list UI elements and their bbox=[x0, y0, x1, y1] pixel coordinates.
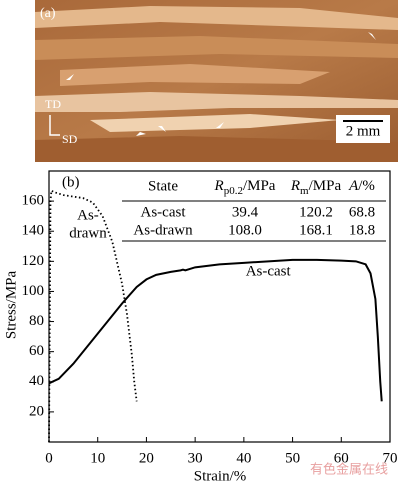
td-label: TD bbox=[45, 97, 61, 111]
x-tick-label: 70 bbox=[383, 450, 398, 466]
table-header-part: /MPa bbox=[309, 178, 342, 194]
grain bbox=[35, 36, 398, 60]
grain bbox=[60, 64, 330, 86]
annotation: drawn bbox=[69, 226, 107, 242]
y-tick-label: 140 bbox=[22, 223, 45, 239]
annotation: As-cast bbox=[246, 263, 292, 279]
table-header-part: R bbox=[214, 178, 224, 194]
axis-arrow bbox=[49, 115, 60, 136]
grain bbox=[90, 114, 340, 132]
table-cell: As-drawn bbox=[133, 222, 193, 238]
grain bbox=[35, 136, 398, 162]
y-tick-label: 160 bbox=[22, 193, 45, 209]
x-tick-label: 10 bbox=[90, 450, 105, 466]
table-cell: 108.0 bbox=[228, 222, 262, 238]
scale-box bbox=[336, 115, 390, 143]
table-cell: As-cast bbox=[141, 204, 187, 220]
y-tick-label: 100 bbox=[22, 283, 45, 299]
arrow bbox=[136, 132, 146, 136]
series-line bbox=[48, 258, 383, 402]
x-tick-label: 60 bbox=[334, 450, 349, 466]
y-axis-label: Stress/MPa bbox=[3, 270, 19, 339]
table-header: A/% bbox=[348, 178, 375, 194]
table-header-part: A bbox=[348, 178, 359, 194]
micrograph: (a) TD SD 2 mm bbox=[35, 0, 398, 162]
scale-label: 2 mm bbox=[346, 123, 381, 139]
table-cell: 168.1 bbox=[299, 222, 333, 238]
y-tick-label: 20 bbox=[29, 403, 44, 419]
table-header: Rm/MPa bbox=[290, 178, 342, 196]
table-header: State bbox=[148, 178, 178, 194]
table-header: Rp0.2/MPa bbox=[214, 178, 276, 196]
sd-label: SD bbox=[62, 132, 78, 146]
table-cell: 39.4 bbox=[232, 204, 259, 220]
x-tick-label: 20 bbox=[139, 450, 154, 466]
plot-frame bbox=[48, 170, 391, 443]
table-header-part: p0.2 bbox=[224, 185, 243, 197]
arrow bbox=[158, 126, 166, 132]
panel-label: (b) bbox=[62, 174, 80, 190]
chart: (b) Strain/% Stress/MPa 有色金属在线 bbox=[3, 170, 391, 484]
table-header-part: /MPa bbox=[243, 178, 276, 194]
x-tick-label: 0 bbox=[45, 450, 53, 466]
table-header-part: /% bbox=[358, 178, 375, 194]
table-cell: 68.8 bbox=[349, 204, 375, 220]
y-tick-label: 60 bbox=[29, 343, 44, 359]
x-axis-label: Strain/% bbox=[194, 468, 247, 484]
table-header-part: R bbox=[290, 178, 300, 194]
grain bbox=[35, 6, 398, 30]
y-tick-label: 80 bbox=[29, 313, 44, 329]
arrow bbox=[368, 32, 376, 40]
y-tick-label: 40 bbox=[29, 373, 44, 389]
watermark: 有色金属在线 bbox=[310, 462, 388, 478]
table-header-part: m bbox=[300, 185, 309, 197]
table-cell: 120.2 bbox=[299, 204, 333, 220]
series-line bbox=[48, 189, 138, 443]
grain bbox=[35, 92, 398, 112]
x-tick-label: 50 bbox=[285, 450, 300, 466]
x-tick-label: 30 bbox=[188, 450, 203, 466]
table-cell: 18.8 bbox=[349, 222, 375, 238]
annotation: As- bbox=[77, 208, 99, 224]
panel-label: (a) bbox=[40, 6, 56, 21]
arrow bbox=[66, 74, 74, 80]
arrows bbox=[66, 32, 376, 136]
arrow bbox=[216, 122, 224, 128]
x-tick-label: 40 bbox=[236, 450, 251, 466]
y-tick-label: 120 bbox=[22, 253, 45, 269]
